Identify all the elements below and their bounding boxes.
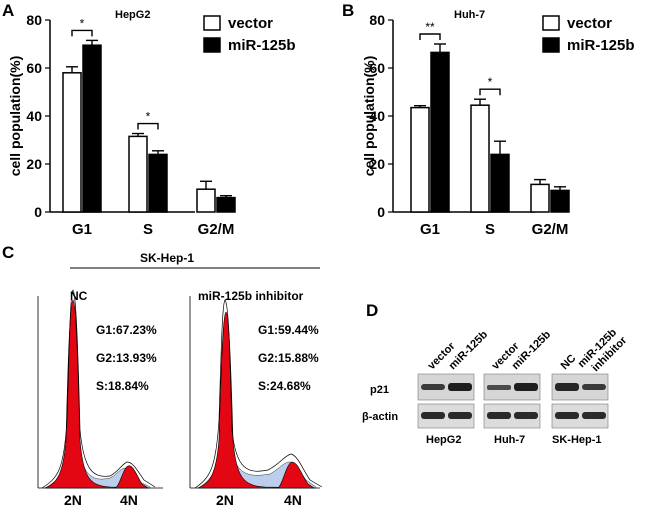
wb-band-p21-huh7-vector xyxy=(487,385,511,390)
hepg2-ytick-label-60: 60 xyxy=(26,60,42,76)
wb-group-skhep: SK-Hep-1 xyxy=(552,434,602,446)
hepg2-title: HepG2 xyxy=(115,9,150,21)
huh7-bar-1-1 xyxy=(490,153,510,213)
wb-band-actin-huh7-vector xyxy=(487,412,511,419)
wb-band-actin-hepg2-mir xyxy=(448,412,472,419)
hepg2-bar-0-0 xyxy=(62,72,82,213)
huh7-ytick-label-20: 20 xyxy=(369,156,385,172)
wb-band-p21-skhep-nc xyxy=(555,383,579,391)
histogram-inhibitor-4n: 4N xyxy=(284,492,302,508)
hepg2-xcat-1: S xyxy=(143,221,153,238)
huh7-bar-1-2 xyxy=(550,189,570,213)
hepg2-xcat-0: G1 xyxy=(72,221,92,238)
wb-group-huh7: Huh-7 xyxy=(494,434,525,446)
panel-letter-c: C xyxy=(2,243,14,262)
histogram-inhibitor-s: S:24.68% xyxy=(258,379,311,393)
wb-band-p21-huh7-mir xyxy=(514,383,538,391)
hepg2-bar-1-0 xyxy=(82,44,102,213)
huh7-xcat-0: G1 xyxy=(420,221,440,238)
hepg2-legend-label-0: vector xyxy=(228,15,273,32)
huh7-legend-swatch-0 xyxy=(542,15,560,31)
huh7-ytick-label-40: 40 xyxy=(369,108,385,124)
huh7-sig-bracket-0 xyxy=(419,33,441,40)
histogram-inhibitor: miR-125b inhibitor G1:59.44% G2:15.88% S… xyxy=(189,289,323,508)
histogram-nc-g1-peak xyxy=(44,299,151,489)
hepg2-bar-1-1 xyxy=(148,153,168,213)
histogram-inhibitor-label: miR-125b inhibitor xyxy=(198,289,304,303)
huh7-sig-label-0: ** xyxy=(425,20,435,34)
hepg2-xcat-2: G2/M xyxy=(198,221,235,238)
huh7-ylabel: cell population(%) xyxy=(361,56,377,177)
western-blot-panel: vector miR-125b vector miR-125b NC miR-1… xyxy=(362,326,630,446)
hepg2-sig-bracket-0 xyxy=(71,29,93,37)
histogram-nc-4n: 4N xyxy=(120,492,138,508)
bar-chart-hepg2: 0 20 40 60 80 cell population(%) HepG2 G1 S G2/M *… xyxy=(7,9,296,238)
histogram-inhibitor-2n: 2N xyxy=(216,492,234,508)
huh7-ytick-label-80: 80 xyxy=(369,12,385,28)
panel-letter-b: B xyxy=(342,1,354,20)
histogram-nc-s-phase xyxy=(44,319,151,489)
hepg2-ytick-label-20: 20 xyxy=(26,156,42,172)
hepg2-ylabel: cell population(%) xyxy=(7,56,23,177)
panel-letter-a: A xyxy=(2,1,14,20)
histogram-nc-g2-peak xyxy=(114,465,149,489)
huh7-ytick-label-60: 60 xyxy=(369,60,385,76)
huh7-legend-swatch-1 xyxy=(542,37,560,53)
huh7-xcat-2: G2/M xyxy=(532,221,569,238)
hepg2-ytick-label-0: 0 xyxy=(34,204,42,220)
huh7-bar-1-0 xyxy=(430,51,450,213)
wb-band-actin-huh7-mir xyxy=(514,412,538,419)
histogram-inhibitor-g2: G2:15.88% xyxy=(258,351,319,365)
huh7-legend-label-0: vector xyxy=(567,15,612,32)
histogram-nc-g2: G2:13.93% xyxy=(96,351,157,365)
huh7-legend-label-1: miR-125b xyxy=(567,37,635,54)
huh7-bar-0-2 xyxy=(530,183,550,213)
hepg2-bar-1-2 xyxy=(216,196,236,213)
histogram-nc-g1: G1:67.23% xyxy=(96,323,157,337)
huh7-xcat-1: S xyxy=(485,221,495,238)
wb-row-p21: p21 xyxy=(370,384,389,396)
wb-band-p21-hepg2-mir xyxy=(448,383,472,391)
huh7-bar-0-0 xyxy=(410,106,430,213)
hepg2-ytick-label-40: 40 xyxy=(26,108,42,124)
histogram-nc-2n: 2N xyxy=(64,492,82,508)
hepg2-sig-label-0: * xyxy=(80,16,85,30)
wb-band-p21-skhep-inhibitor xyxy=(582,384,606,390)
wb-group-hepg2: HepG2 xyxy=(426,434,461,446)
histogram-inhibitor-g1: G1:59.44% xyxy=(258,323,319,337)
wb-band-actin-hepg2-vector xyxy=(421,412,445,419)
hepg2-legend-label-1: miR-125b xyxy=(228,37,296,54)
histogram-inhibitor-outline xyxy=(194,299,323,489)
flow-header: SK-Hep-1 xyxy=(140,251,194,265)
bar-chart-huh7: 0 20 40 60 80 cell population(%) Huh-7 G1 S G2/M *… xyxy=(361,9,635,238)
histogram-nc: NC G1:67.23% G2:13.93% S:18.84% 2N 4N xyxy=(37,289,163,508)
wb-band-actin-skhep-nc xyxy=(555,412,579,419)
wb-band-actin-skhep-inhibitor xyxy=(582,412,606,419)
histogram-nc-s: S:18.84% xyxy=(96,379,149,393)
hepg2-legend-swatch-1 xyxy=(203,37,221,53)
hepg2-ytick-label-80: 80 xyxy=(26,12,42,28)
flow-cytometry-panel: SK-Hep-1 NC G1:67.23% G2:13.93% S:18.84%… xyxy=(37,251,323,508)
wb-row-actin: β-actin xyxy=(362,411,398,423)
huh7-sig-label-1: * xyxy=(488,75,493,89)
huh7-title: Huh-7 xyxy=(454,9,485,21)
hepg2-legend-swatch-0 xyxy=(203,15,221,31)
hepg2-bar-0-1 xyxy=(128,135,148,213)
histogram-nc-label: NC xyxy=(70,289,88,303)
histogram-nc-outline xyxy=(41,289,156,489)
huh7-ytick-label-0: 0 xyxy=(377,204,385,220)
huh7-sig-bracket-1 xyxy=(479,88,501,96)
hepg2-bar-0-2 xyxy=(196,188,216,213)
hepg2-sig-label-1: * xyxy=(146,110,151,124)
histogram-inhibitor-g2-peak xyxy=(277,461,315,489)
huh7-bar-0-1 xyxy=(470,104,490,213)
wb-band-p21-hepg2-vector xyxy=(421,384,445,390)
hepg2-sig-bracket-1 xyxy=(137,122,159,130)
histogram-inhibitor-g1-peak xyxy=(197,311,317,489)
panel-letter-d: D xyxy=(366,301,378,320)
